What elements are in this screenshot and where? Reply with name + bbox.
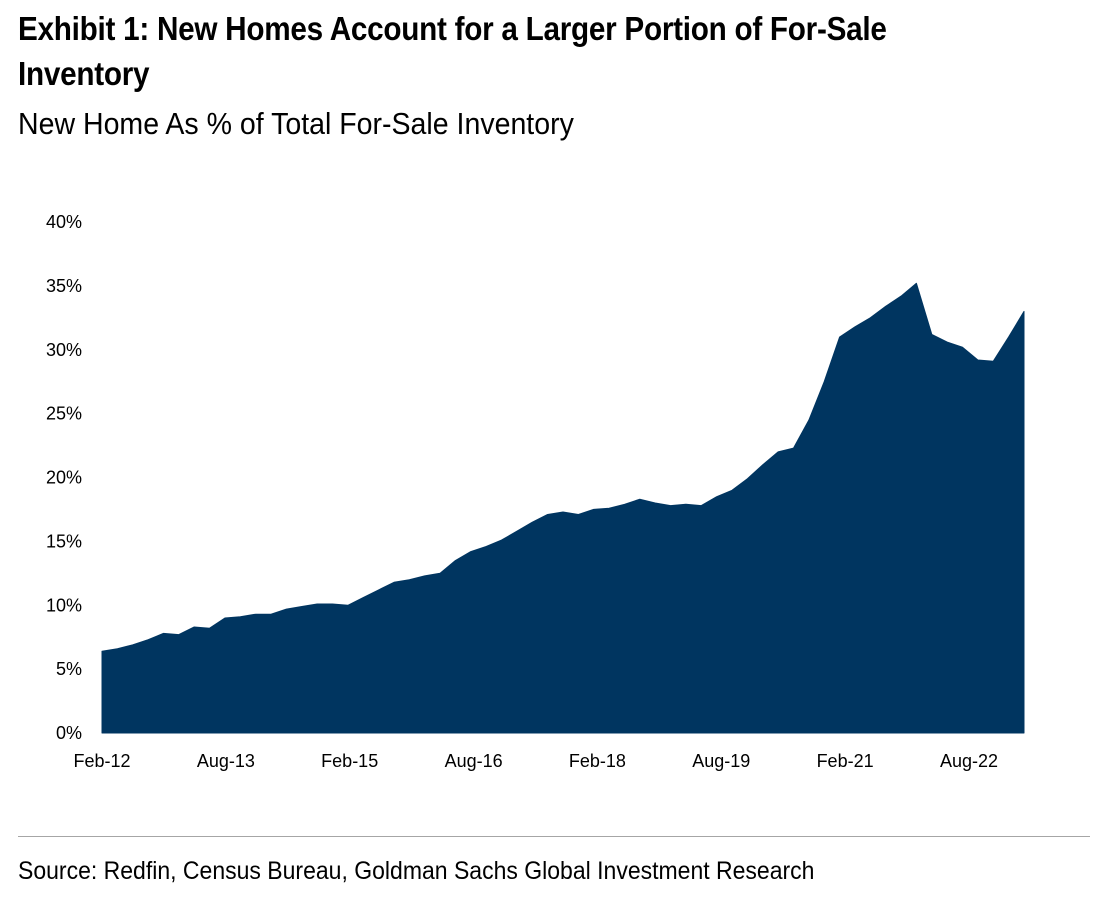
series-area: [101, 282, 1025, 734]
x-tick-label: Feb-12: [73, 751, 130, 771]
y-tick-label: 0%: [56, 723, 82, 743]
y-tick-label: 10%: [46, 595, 82, 615]
x-tick-label: Aug-13: [197, 751, 255, 771]
chart-title: Exhibit 1: New Homes Account for a Large…: [18, 10, 887, 92]
y-tick-label: 35%: [46, 276, 82, 296]
y-tick-label: 40%: [46, 212, 82, 232]
series-group: [101, 282, 1025, 734]
x-tick-label: Aug-22: [940, 751, 998, 771]
x-tick-label: Aug-19: [692, 751, 750, 771]
y-tick-label: 30%: [46, 340, 82, 360]
x-axis: Feb-12 Aug-13 Feb-15 Aug-16 Feb-18 Aug-19 Feb-…: [73, 751, 998, 771]
y-tick-label: 5%: [56, 659, 82, 679]
x-tick-label: Feb-18: [569, 751, 626, 771]
y-tick-label: 25%: [46, 404, 82, 424]
x-tick-label: Aug-16: [445, 751, 503, 771]
chart-subtitle: New Home As % of Total For-Sale Inventor…: [18, 106, 574, 141]
source-note: Source: Redfin, Census Bureau, Goldman S…: [18, 857, 815, 885]
y-tick-label: 15%: [46, 531, 82, 551]
y-axis: 0% 5% 10% 15% 20% 25% 30% 35% 40%: [46, 212, 82, 743]
footer-divider: [18, 836, 1090, 837]
x-tick-label: Feb-21: [817, 751, 874, 771]
chart-area: 0%5%10%15%20%25%30%35%40% Feb-12 Aug-13 Fe…: [46, 212, 1025, 771]
x-tick-label: Feb-15: [321, 751, 378, 771]
y-tick-label: 20%: [46, 468, 82, 488]
